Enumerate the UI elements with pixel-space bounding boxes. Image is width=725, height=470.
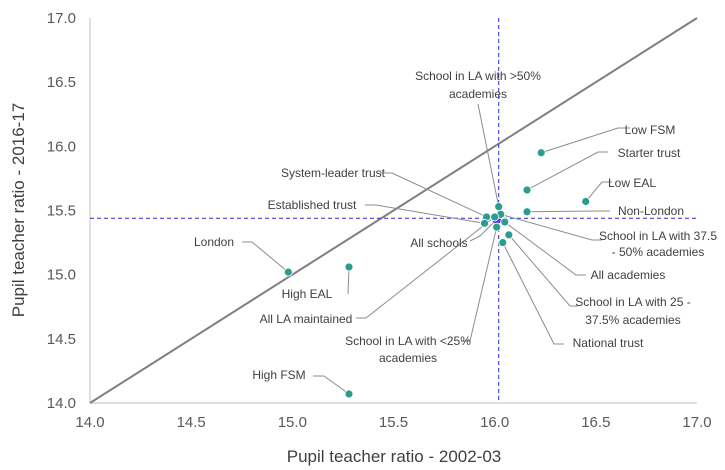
data-point-established-trust	[480, 218, 489, 228]
point-label-high-eal: High EAL	[282, 287, 333, 301]
point-label-national-trust: National trust	[573, 336, 644, 350]
point-label-school-in-la-with-37-5-50-academies: School in LA with 37.5	[599, 229, 717, 243]
data-point-national-trust	[498, 238, 508, 247]
data-point-all-academies	[500, 217, 510, 227]
x-tick-label: 14.0	[75, 414, 104, 431]
leader-line-low-eal	[585, 181, 612, 202]
data-point-school-in-la-with-25-37-5-academies	[504, 230, 514, 240]
y-tick-label: 16.0	[47, 138, 76, 155]
point-label-high-fsm: High FSM	[252, 368, 305, 382]
point-label-school-in-la-with-25-37-5-academies: 37.5% academies	[585, 313, 680, 327]
leader-line-high-fsm	[313, 375, 350, 395]
data-point-high-fsm	[344, 389, 354, 399]
data-point-low-fsm	[536, 148, 546, 158]
x-tick-labels: 14.0 14.5 15.0 15.5 16.0 16.5 17.0	[75, 414, 711, 431]
point-label-london: London	[194, 235, 234, 249]
x-tick-label: 14.5	[177, 414, 206, 431]
leader-line-high-eal	[347, 266, 350, 295]
plot-area	[89, 18, 697, 404]
y-tick-label: 14.0	[47, 395, 76, 412]
point-label-school-in-la-with-50-academies: academies	[449, 87, 507, 101]
point-label-school-in-la-with-25-academies: School in LA with <25%	[345, 334, 471, 348]
point-label-all-la-maintained: All LA maintained	[260, 312, 353, 326]
data-point-high-eal	[344, 262, 354, 272]
leader-line-school-in-la-with-37-5-50-academies	[500, 213, 602, 241]
data-point-starter-trust	[522, 185, 532, 195]
diagonal-reference-line	[89, 17, 698, 404]
leader-line-all-academies	[504, 221, 586, 276]
leader-line-london	[242, 241, 289, 273]
data-point-school-in-la-with-50-academies	[494, 202, 504, 212]
leader-line-low-fsm	[541, 127, 630, 154]
leader-line-school-in-la-with-25-academies	[462, 227, 498, 342]
data-points	[283, 148, 591, 399]
point-label-system-leader-trust: System-leader trust	[281, 166, 386, 180]
y-tick-label: 17.0	[47, 10, 76, 27]
point-label-school-in-la-with-25-37-5-academies: School in LA with 25 -	[575, 295, 690, 309]
point-label-non-london: Non-London	[618, 204, 684, 218]
point-label-low-fsm: Low FSM	[625, 123, 676, 137]
leader-line-school-in-la-with-50-academies	[477, 103, 500, 207]
point-labels: Low FSM Starter trust Low EAL Non-London Sch…	[194, 69, 717, 382]
x-axis-title: Pupil teacher ratio - 2002-03	[287, 447, 502, 466]
point-label-school-in-la-with-37-5-50-academies: - 50% academies	[612, 245, 705, 259]
x-tick-label: 16.0	[480, 414, 509, 431]
y-axis-title: Pupil teacher ratio - 2016-17	[9, 103, 28, 318]
data-point-non-london	[522, 207, 532, 217]
y-tick-label: 15.0	[47, 267, 76, 284]
x-tick-label: 17.0	[682, 414, 711, 431]
leader-line-established-trust	[365, 204, 485, 224]
data-point-all-la-maintained	[490, 212, 500, 222]
y-tick-label: 14.5	[47, 331, 76, 348]
data-point-low-eal	[581, 197, 591, 206]
point-label-established-trust: Established trust	[268, 198, 357, 212]
x-tick-label: 15.0	[278, 414, 307, 431]
leader-line-national-trust	[502, 242, 564, 345]
y-tick-label: 15.5	[47, 203, 76, 220]
leader-line-starter-trust	[526, 151, 608, 191]
leader-line-all-la-maintained	[356, 216, 495, 319]
point-label-school-in-la-with-25-academies: academies	[379, 351, 437, 365]
leader-line-non-london	[527, 210, 610, 213]
data-point-london	[283, 267, 293, 277]
point-label-all-academies: All academies	[591, 268, 666, 282]
point-label-school-in-la-with-50-academies: School in LA with >50%	[415, 69, 541, 83]
y-tick-labels: 14.0 14.5 15.0 15.5 16.0 16.5 17.0	[47, 10, 76, 412]
x-tick-label: 15.5	[379, 414, 408, 431]
leader-line-school-in-la-with-25-37-5-academies	[508, 234, 578, 307]
point-label-all-schools: All schools	[410, 236, 467, 250]
leader-line-all-schools	[469, 219, 498, 242]
label-leader-lines	[242, 103, 630, 395]
x-tick-label: 16.5	[581, 414, 610, 431]
point-label-low-eal: Low EAL	[608, 176, 656, 190]
point-label-starter-trust: Starter trust	[618, 146, 681, 160]
leader-line-system-leader-trust	[380, 172, 487, 218]
y-tick-label: 16.5	[47, 74, 76, 91]
data-point-school-in-la-with-25-academies	[492, 222, 502, 232]
